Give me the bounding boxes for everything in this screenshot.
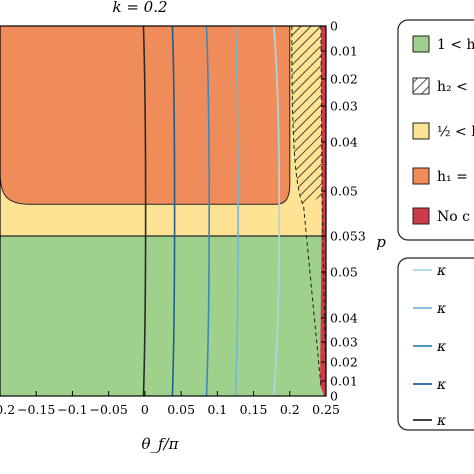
y-tick-label: 0.04 xyxy=(330,311,358,326)
kappa-line-4 xyxy=(171,26,176,396)
legend-swatch xyxy=(412,167,430,185)
legend-kappa: κ κ κ κ κ xyxy=(413,263,446,429)
y-axis-label: p xyxy=(376,233,386,251)
legend-regions-box xyxy=(397,19,474,241)
kappa-line-5 xyxy=(142,26,147,396)
y-tick-label: 0.04 xyxy=(330,135,358,150)
x-tick-label: −0.15 xyxy=(17,402,55,417)
region-green xyxy=(0,236,326,396)
x-tick-label: 0.25 xyxy=(312,402,340,417)
y-tick-label: 0.01 xyxy=(330,374,358,389)
y-tick-label: 0 xyxy=(330,389,338,404)
legend-kappa-label: κ xyxy=(436,339,446,355)
x-tick-label: 0.05 xyxy=(167,402,195,417)
legend-label: h₁ = xyxy=(437,169,468,185)
legend-kappa-label: κ xyxy=(436,413,446,429)
x-tick-label: 0.15 xyxy=(240,402,268,417)
dashed-boundary-right xyxy=(320,26,326,387)
legend-label: No c xyxy=(437,209,470,225)
x-tick-label: 0.1 xyxy=(207,402,227,417)
legend-label: h₂ < xyxy=(437,79,468,95)
chart-title: k = 0.2 xyxy=(112,0,167,16)
y-axis-ticks: 00.010.020.030.040.050.0530.050.040.030.… xyxy=(321,19,366,404)
legend-kappa-label: κ xyxy=(436,301,446,317)
kappa-line-2 xyxy=(234,26,239,396)
y-tick-label: 0.05 xyxy=(330,184,358,199)
region-hatched xyxy=(291,26,322,206)
y-tick-label: 0 xyxy=(330,19,338,34)
x-tick-label: −0.2 xyxy=(0,402,15,417)
legend-kappa-label: κ xyxy=(436,263,446,279)
x-tick-label: −0.05 xyxy=(90,402,128,417)
legend-swatch xyxy=(412,122,430,140)
x-tick-label: 0 xyxy=(141,402,149,417)
dashed-boundary-left xyxy=(291,26,322,387)
y-tick-label: 0.03 xyxy=(330,99,358,114)
kappa-line-3 xyxy=(205,26,210,396)
legend-label: ½ < h xyxy=(437,124,474,140)
kappa-contours xyxy=(142,26,281,396)
x-axis-ticks: −0.2−0.15−0.1−0.05 0 0.05 0.1 0.15 0.2 0.25 xyxy=(0,391,340,417)
legend-kappa-label: κ xyxy=(436,377,446,393)
y-tick-label: 0.03 xyxy=(330,335,358,350)
y-tick-label: 0.05 xyxy=(330,265,358,280)
legend-swatch xyxy=(412,77,430,95)
kappa-line-1 xyxy=(273,26,281,396)
y-tick-label: 0.053 xyxy=(330,229,366,244)
legend-swatch xyxy=(412,35,430,53)
y-tick-label: 0.01 xyxy=(330,44,358,59)
legend-kappa-box xyxy=(397,257,474,431)
legend-label: 1 < h xyxy=(437,37,474,53)
x-tick-label: −0.1 xyxy=(57,402,87,417)
plot-area xyxy=(0,26,326,396)
x-axis-label: θ_f/π xyxy=(142,435,180,453)
legend-regions: 1 < h h₂ < ½ < h h₁ = No c xyxy=(412,35,474,225)
x-tick-label: 0.2 xyxy=(280,402,300,417)
y-tick-label: 0.02 xyxy=(330,355,358,370)
legend-swatch xyxy=(412,207,430,225)
plot-frame xyxy=(0,25,327,397)
y-tick-label: 0.02 xyxy=(330,72,358,87)
